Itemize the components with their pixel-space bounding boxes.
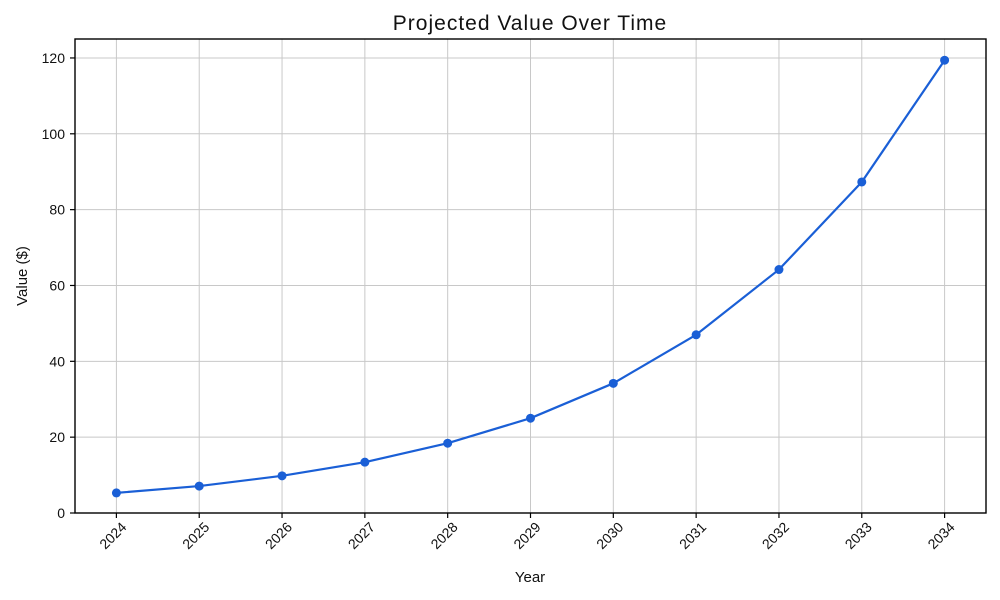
tick-layer: 2024 2025 2026 2027 2028 2029 2030 2031 2032 2033…	[42, 50, 958, 552]
y-tick-label: 40	[49, 353, 65, 369]
y-tick-label: 0	[57, 505, 65, 521]
plot-border	[74, 38, 987, 514]
y-tick-label: 120	[42, 50, 66, 66]
x-tick-label: 2024	[96, 519, 129, 552]
data-point	[443, 438, 453, 448]
x-tick-label: 2031	[676, 519, 709, 552]
data-point	[774, 265, 784, 275]
chart-title: Projected Value Over Time	[393, 12, 667, 35]
x-tick-label: 2030	[593, 519, 626, 552]
x-tick-label: 2028	[427, 519, 460, 552]
x-axis-label: Year	[515, 569, 545, 586]
data-point	[526, 413, 535, 423]
x-tick-label: 2026	[262, 519, 295, 552]
data-point	[857, 177, 867, 187]
data-point	[940, 55, 950, 65]
data-point	[194, 481, 204, 491]
grid-layer	[75, 39, 986, 514]
x-tick-label: 2029	[510, 519, 543, 552]
y-axis-label: Value ($)	[14, 246, 31, 306]
data-point	[608, 378, 618, 388]
data-point	[111, 488, 121, 498]
x-tick-label: 2033	[842, 519, 875, 552]
y-tick-label: 60	[49, 277, 65, 293]
data-series	[111, 55, 950, 498]
x-tick-label: 2025	[179, 519, 212, 552]
data-point	[277, 471, 287, 481]
x-tick-label: 2032	[759, 519, 792, 552]
x-tick-label: 2027	[345, 519, 378, 552]
y-tick-label: 20	[49, 429, 65, 445]
data-point	[691, 330, 701, 340]
y-tick-label: 80	[49, 202, 65, 218]
data-point	[360, 457, 370, 467]
y-tick-label: 100	[42, 126, 66, 142]
x-tick-label: 2034	[924, 519, 957, 552]
